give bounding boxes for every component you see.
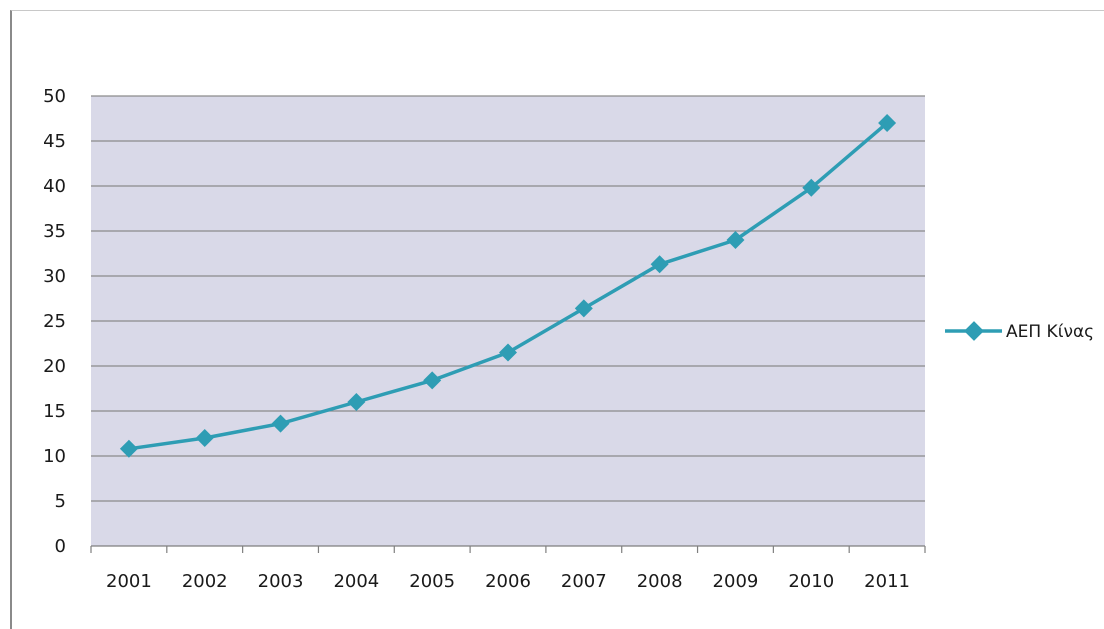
data-point — [423, 371, 442, 390]
y-tick-label: 45 — [43, 131, 66, 152]
x-tick-label: 2008 — [637, 571, 683, 592]
data-point — [650, 255, 669, 274]
y-tick-label: 50 — [43, 86, 66, 107]
y-tick-label: 15 — [43, 401, 66, 422]
x-tick-label: 2011 — [864, 571, 910, 592]
data-point — [726, 231, 745, 249]
x-tick-label: 2001 — [106, 571, 152, 592]
x-tick-label: 2004 — [333, 571, 379, 592]
y-tick-label: 20 — [43, 356, 66, 377]
x-tick-label: 2002 — [182, 571, 228, 592]
y-tick-label: 25 — [43, 311, 66, 332]
y-tick-label: 5 — [55, 491, 66, 512]
y-tick-label: 0 — [55, 536, 66, 557]
x-tick-label: 2003 — [258, 571, 304, 592]
x-axis-tick-labels: 2001 2002 2003 2004 2005 2006 2007 2008 2009 2010… — [106, 571, 910, 592]
y-axis-tick-labels: 0 5 10 15 20 25 30 35 40 45 50 — [43, 86, 66, 557]
data-point — [195, 429, 214, 447]
data-point — [499, 343, 517, 362]
data-point — [574, 299, 593, 318]
gridlines — [91, 95, 925, 502]
y-tick-label: 30 — [43, 266, 66, 287]
x-tick-label: 2005 — [409, 571, 455, 592]
data-point — [119, 439, 138, 458]
y-tick-label: 40 — [43, 176, 66, 197]
series-layer — [119, 114, 897, 458]
data-point — [878, 114, 897, 132]
chart-frame — [10, 10, 1104, 629]
data-point — [802, 178, 821, 197]
data-point — [347, 393, 366, 411]
legend-entry-label: ΑΕΠ Κίνας — [1006, 322, 1094, 342]
x-tick-label: 2010 — [788, 571, 834, 592]
axes — [90, 545, 926, 553]
data-point — [271, 414, 290, 433]
y-tick-label: 35 — [43, 221, 66, 242]
x-tick-label: 2006 — [485, 571, 531, 592]
legend: ΑΕΠ Κίνας — [945, 321, 1094, 342]
x-tick-label: 2009 — [713, 571, 759, 592]
legend-marker — [964, 321, 984, 341]
x-tick-label: 2007 — [561, 571, 607, 592]
y-tick-label: 10 — [43, 446, 66, 467]
